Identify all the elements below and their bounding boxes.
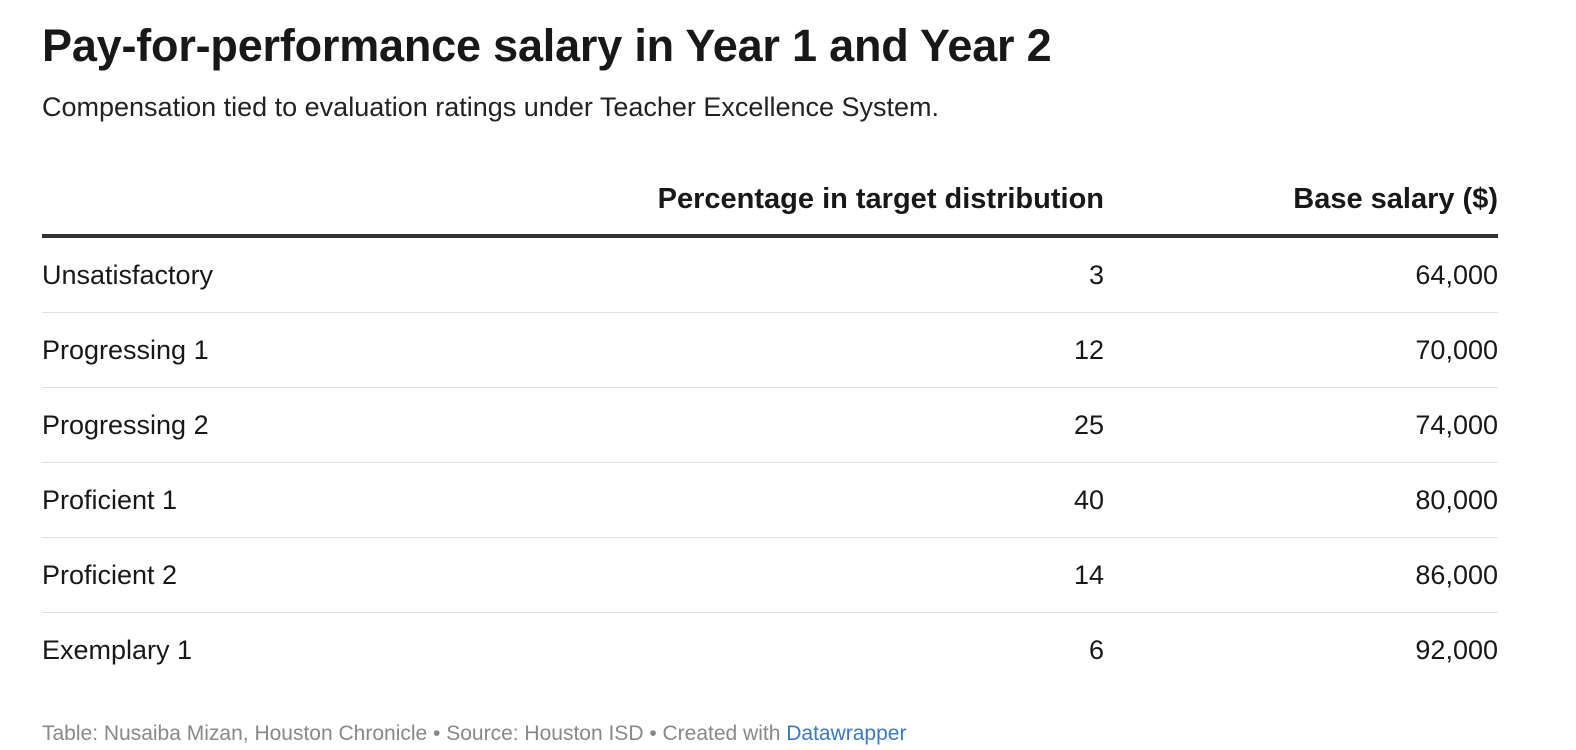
footer-credits: Table: Nusaiba Mizan, Houston Chronicle … xyxy=(42,722,787,745)
chart-title: Pay-for-performance salary in Year 1 and… xyxy=(42,20,1052,71)
chart-subtitle: Compensation tied to evaluation ratings … xyxy=(42,92,940,122)
rating-label: Proficient 1 xyxy=(42,485,178,515)
table-row: Proficient 1 40 80,000 xyxy=(42,463,1498,538)
salary-value: 86,000 xyxy=(1415,560,1498,590)
table-row: Exemplary 1 6 92,000 xyxy=(42,613,1498,687)
percentage-value: 40 xyxy=(1073,485,1104,515)
rating-label: Unsatisfactory xyxy=(42,260,214,290)
percentage-value: 12 xyxy=(1073,335,1104,365)
salary-value: 70,000 xyxy=(1415,335,1498,365)
salary-value: 80,000 xyxy=(1415,485,1498,515)
salary-value: 64,000 xyxy=(1415,260,1498,290)
table-row: Proficient 2 14 86,000 xyxy=(42,538,1498,613)
column-header-percentage[interactable]: Percentage in target distribution xyxy=(657,183,1104,215)
table-row: Progressing 1 12 70,000 xyxy=(42,313,1498,388)
percentage-value: 14 xyxy=(1073,560,1104,590)
datawrapper-link[interactable]: Datawrapper xyxy=(786,722,907,745)
rating-label: Progressing 2 xyxy=(42,410,209,440)
salary-value: 92,000 xyxy=(1415,635,1498,665)
source-footer: Table: Nusaiba Mizan, Houston Chronicle … xyxy=(42,720,906,748)
percentage-value: 25 xyxy=(1073,410,1104,440)
percentage-value: 6 xyxy=(1088,635,1104,665)
table-header: Percentage in target distribution Base s… xyxy=(42,170,1498,238)
rating-label: Exemplary 1 xyxy=(42,635,193,665)
salary-value: 74,000 xyxy=(1415,410,1498,440)
data-table: Percentage in target distribution Base s… xyxy=(42,170,1498,687)
percentage-value: 3 xyxy=(1088,260,1104,290)
table-row: Progressing 2 25 74,000 xyxy=(42,388,1498,463)
table-row: Unsatisfactory 3 64,000 xyxy=(42,238,1498,313)
rating-label: Proficient 2 xyxy=(42,560,178,590)
rating-label: Progressing 1 xyxy=(42,335,209,365)
column-header-salary[interactable]: Base salary ($) xyxy=(1293,183,1498,215)
